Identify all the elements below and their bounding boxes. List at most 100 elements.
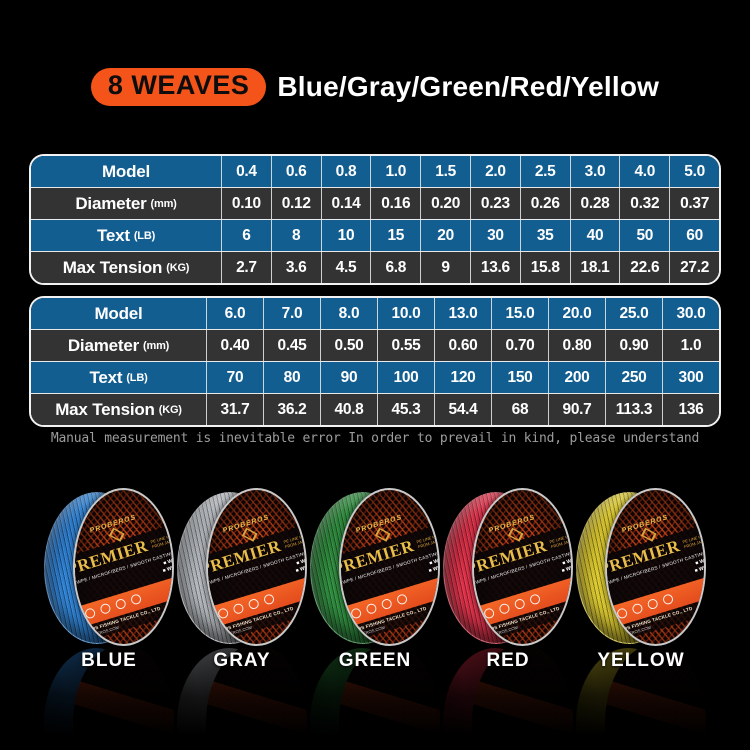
spec-cell: 1.0 bbox=[662, 330, 719, 361]
spool-label-face: PROBEROS PREMIER PE LINE HIGH FROM JAPAN bbox=[604, 488, 706, 646]
spec-cell: 0.90 bbox=[605, 330, 662, 361]
spec-cell: 0.4 bbox=[221, 156, 271, 187]
spool-item: PROBEROS PREMIER PE LINE HIGH FROM JAPAN bbox=[442, 488, 575, 750]
spec-cell: 13.6 bbox=[469, 252, 520, 283]
spec-cell: 30 bbox=[469, 220, 520, 251]
row-label: Model bbox=[101, 161, 151, 181]
feature-circle-icon bbox=[113, 597, 127, 611]
spec-table-large-sizes: Model 6.0 7.0 8.0 10.0 13.0 15.0 20.0 25.0 30.0 Di… bbox=[29, 296, 721, 427]
spec-cell: 3.0 bbox=[569, 156, 620, 187]
spool-label-content: PROBEROS PREMIER PE LINE HIGH FROM JAPAN bbox=[340, 490, 440, 644]
brand-diamond-icon bbox=[373, 527, 390, 542]
spec-cell: 0.14 bbox=[320, 188, 371, 219]
spec-cell: 36.2 bbox=[263, 394, 320, 425]
spec-cell: 27.2 bbox=[669, 252, 719, 283]
spec-table-row: Text (LB) 70 80 90 100 120 150 200 250 300 bbox=[31, 361, 719, 393]
spec-cell: 0.10 bbox=[221, 188, 271, 219]
row-label: Max Tension (KG) bbox=[55, 399, 182, 419]
feature-circle-icon bbox=[98, 602, 112, 615]
spool-label-face: PROBEROS PREMIER PE LINE HIGH FROM JAPAN bbox=[205, 488, 307, 646]
badge-circle-icon bbox=[74, 609, 82, 629]
spec-cell: 60 bbox=[669, 220, 719, 251]
spec-cell: 6.0 bbox=[206, 298, 263, 329]
feature-circle-icon bbox=[661, 593, 674, 606]
spec-cell: 0.37 bbox=[669, 188, 719, 219]
spec-cell: 13.0 bbox=[434, 298, 491, 329]
row-label: Model bbox=[94, 303, 143, 323]
spec-cell: 25.0 bbox=[605, 298, 662, 329]
spec-cell: 0.16 bbox=[370, 188, 420, 219]
row-label: Text (LB) bbox=[89, 367, 148, 387]
spec-cell: 15.0 bbox=[491, 298, 548, 329]
spec-cell: 3.6 bbox=[270, 252, 321, 283]
spec-cell: 50 bbox=[619, 220, 669, 251]
premier-tagline: PE LINE HIGH FROM JAPAN bbox=[415, 531, 440, 550]
spec-cell: 150 bbox=[491, 362, 548, 393]
spec-table-row: Model 6.0 7.0 8.0 10.0 13.0 15.0 20.0 25.0 30.0 bbox=[31, 298, 719, 329]
spool-reflection bbox=[575, 648, 707, 744]
spool-reflection bbox=[442, 648, 574, 744]
spec-cell: 40.8 bbox=[320, 394, 377, 425]
feature-circle-icon bbox=[216, 607, 229, 620]
row-label: Text (LB) bbox=[96, 225, 156, 245]
spec-table-row: Max Tension (KG) 2.7 3.6 4.5 6.8 9 13.6 15.8 18.1… bbox=[31, 251, 719, 283]
feature-circle-icon bbox=[497, 602, 511, 615]
spec-cell: 10 bbox=[320, 220, 371, 251]
spec-cell: 136 bbox=[662, 394, 719, 425]
spec-cell: 70 bbox=[206, 362, 263, 393]
spec-cell: 10.0 bbox=[377, 298, 434, 329]
feature-circle-icon bbox=[379, 597, 393, 611]
spool-label-face: PROBEROS PREMIER PE LINE HIGH FROM JAPAN bbox=[471, 488, 573, 646]
spec-table-row: Diameter (mm) 0.40 0.45 0.50 0.55 0.60 0.70 0.80… bbox=[31, 329, 719, 361]
spec-table-row: Diameter (mm) 0.10 0.12 0.14 0.16 0.20 0.23 0.26… bbox=[31, 187, 719, 219]
spec-cell: 1.5 bbox=[420, 156, 470, 187]
spec-cell: 0.26 bbox=[519, 188, 570, 219]
spool-label-content: PROBEROS PREMIER PE LINE HIGH FROM JAPAN bbox=[207, 490, 305, 644]
spec-table-small-sizes: Model 0.4 0.6 0.8 1.0 1.5 2.0 2.5 3.0 4.0 5.0 Diame… bbox=[29, 154, 721, 285]
spec-cell: 0.50 bbox=[320, 330, 377, 361]
color-name-label: YELLOW bbox=[597, 650, 685, 671]
feature-circle-icon bbox=[246, 597, 260, 611]
spool-reflection bbox=[309, 648, 441, 744]
spec-cell: 0.28 bbox=[569, 188, 620, 219]
spec-table-row: Max Tension (KG) 31.7 36.2 40.8 45.3 54.4 68 90.… bbox=[31, 393, 719, 425]
feature-circle-icon bbox=[645, 597, 659, 611]
row-label: Diameter (mm) bbox=[67, 335, 170, 355]
spec-cell: 0.12 bbox=[270, 188, 321, 219]
spec-cell: 7.0 bbox=[263, 298, 320, 329]
feature-circle-icon bbox=[349, 607, 362, 620]
spec-cell: 20.0 bbox=[548, 298, 605, 329]
brand-diamond-icon bbox=[107, 527, 124, 542]
spec-table-row: Text (LB) 6 8 10 15 20 30 35 40 50 60 bbox=[31, 219, 719, 251]
spool-label-face: PROBEROS PREMIER PE LINE HIGH FROM JAPAN bbox=[72, 488, 174, 646]
row-label: Diameter (mm) bbox=[75, 193, 177, 213]
spec-cell: 8.0 bbox=[320, 298, 377, 329]
spec-cell: 0.6 bbox=[270, 156, 321, 187]
spec-cell: 54.4 bbox=[434, 394, 491, 425]
spec-cell: 113.3 bbox=[605, 394, 662, 425]
spec-cell: 31.7 bbox=[206, 394, 263, 425]
spool-reflection bbox=[176, 648, 308, 744]
spool-item: PROBEROS PREMIER PE LINE HIGH FROM JAPAN bbox=[309, 488, 442, 750]
spec-cell: 0.70 bbox=[491, 330, 548, 361]
color-name-label: RED bbox=[486, 650, 530, 671]
disclaimer-note: Manual measurement is inevitable error I… bbox=[50, 431, 700, 446]
feature-circle-icon bbox=[262, 593, 275, 606]
spec-cell: 0.23 bbox=[469, 188, 520, 219]
color-name-label: GREEN bbox=[338, 650, 412, 671]
spool-label-face: PROBEROS PREMIER PE LINE HIGH FROM JAPAN bbox=[338, 488, 440, 646]
feature-circle-icon bbox=[395, 593, 408, 606]
spool-visual: PROBEROS PREMIER PE LINE HIGH FROM JAPAN bbox=[309, 488, 441, 646]
spec-cell: 300 bbox=[662, 362, 719, 393]
spec-cell: 120 bbox=[434, 362, 491, 393]
spec-cell: 68 bbox=[491, 394, 548, 425]
spec-cell: 250 bbox=[605, 362, 662, 393]
spec-cell: 90 bbox=[320, 362, 377, 393]
row-label: Max Tension (KG) bbox=[62, 257, 190, 277]
spool-visual: PROBEROS PREMIER PE LINE HIGH FROM JAPAN bbox=[43, 488, 175, 646]
spec-cell: 40 bbox=[569, 220, 620, 251]
feature-circle-icon bbox=[129, 593, 142, 606]
spool-reflection bbox=[43, 648, 175, 744]
spec-cell: 8 bbox=[270, 220, 321, 251]
